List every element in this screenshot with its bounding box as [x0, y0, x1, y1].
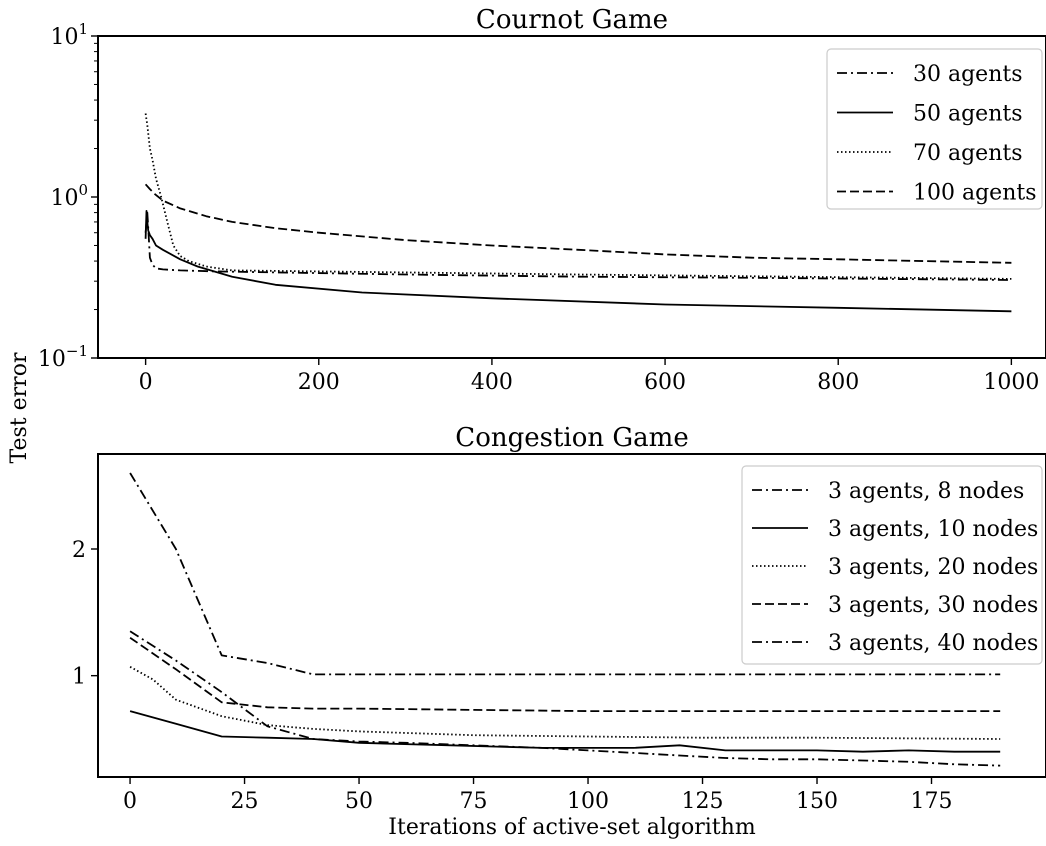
legend-label: 3 agents, 10 nodes — [828, 517, 1038, 542]
x-tick-label: 100 — [567, 789, 609, 814]
series-line-3-agents-8-nodes — [129, 472, 1001, 676]
x-tick-label: 200 — [298, 370, 340, 395]
x-tick-label: 75 — [460, 789, 488, 814]
legend-box — [741, 465, 1043, 665]
legend-label: 3 agents, 8 nodes — [828, 479, 1024, 504]
x-tick-label: 0 — [123, 789, 137, 814]
series-line-30-agents — [144, 211, 1012, 281]
x-tick-label: 800 — [817, 370, 859, 395]
series-line-3-agents-20-nodes — [129, 666, 1001, 740]
legend: 3 agents, 8 nodes 3 agents, 10 nodes 3 age… — [741, 465, 1043, 665]
cournot-chart-panel: Cournot Game 0 200 400 600 800 1000 101 100 10−1 3… — [38, 5, 1046, 395]
series-group — [129, 472, 1001, 767]
series-line-50-agents — [144, 209, 1012, 313]
legend-box — [826, 48, 1043, 210]
series-line-3-agents-40-nodes — [129, 630, 1001, 767]
y-tick-label: 2 — [72, 538, 86, 563]
congestion-chart-panel: Congestion Game 0 25 50 75 100 125 150 175 1 2 3 ag… — [72, 423, 1046, 814]
chart-title: Congestion Game — [455, 423, 688, 453]
y-tick-label: 1 — [72, 665, 86, 690]
legend-label: 3 agents, 30 nodes — [828, 593, 1038, 618]
y-tick-label: 10−1 — [38, 342, 88, 372]
y-tick-label: 100 — [50, 181, 88, 211]
legend-label: 3 agents, 20 nodes — [828, 555, 1038, 580]
figure-xlabel: Iterations of active-set algorithm — [388, 815, 756, 840]
series-group — [144, 113, 1012, 313]
figure-ylabel: Test error — [7, 352, 32, 463]
series-line-3-agents-10-nodes — [129, 710, 1001, 753]
legend-label: 30 agents — [913, 62, 1023, 87]
legend-label: 50 agents — [913, 102, 1023, 127]
x-tick-label: 50 — [345, 789, 373, 814]
plot-frame — [97, 453, 1046, 778]
y-tick-label: 101 — [50, 20, 88, 50]
x-tick-label: 0 — [139, 370, 153, 395]
x-tick-label: 600 — [644, 370, 686, 395]
series-line-3-agents-30-nodes — [129, 636, 1001, 712]
x-tick-label: 175 — [911, 789, 953, 814]
x-tick-label: 1000 — [983, 370, 1039, 395]
chart-title: Cournot Game — [476, 5, 668, 35]
legend: 30 agents 50 agents 70 agents 100 agents — [826, 48, 1043, 210]
series-line-100-agents — [144, 183, 1012, 264]
legend-label: 3 agents, 40 nodes — [828, 631, 1038, 656]
x-tick-label: 150 — [796, 789, 838, 814]
legend-label: 70 agents — [913, 141, 1023, 166]
x-tick-label: 125 — [682, 789, 724, 814]
legend-label: 100 agents — [913, 181, 1037, 206]
x-tick-label: 25 — [231, 789, 259, 814]
x-tick-label: 400 — [471, 370, 513, 395]
